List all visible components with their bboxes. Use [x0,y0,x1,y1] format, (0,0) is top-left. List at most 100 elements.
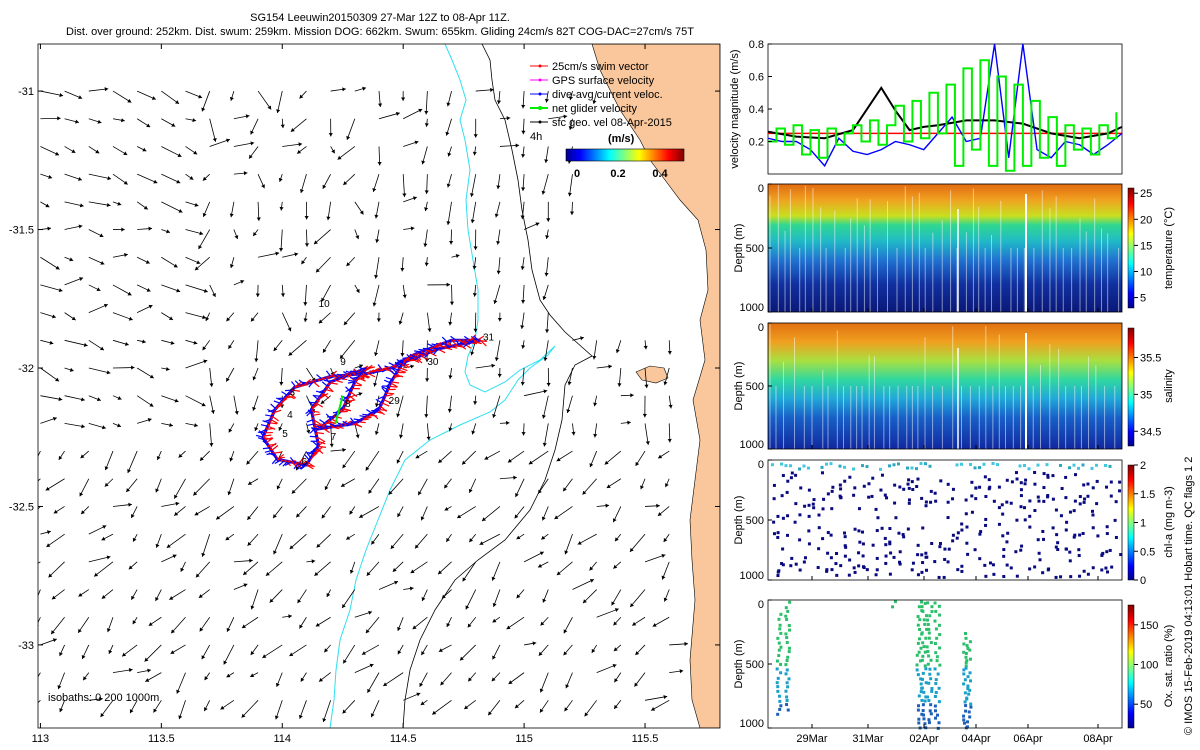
geo-velocity-arrowhead [438,570,443,575]
geo-velocity-arrowhead [627,420,631,425]
geo-velocity-arrowhead [128,502,132,507]
dive-current-vector [355,372,363,375]
swim-vector [339,420,348,427]
geo-velocity-arrowhead [446,183,451,188]
geo-velocity-arrowhead [651,707,656,711]
geo-velocity-arrowhead [273,514,277,519]
geo-velocity-arrowhead [132,537,137,542]
geo-velocity-arrowhead [541,535,546,540]
chl-point [811,502,815,506]
geo-velocity-arrowhead [201,655,206,660]
geo-velocity-arrowhead [377,161,382,166]
geo-velocity-arrowhead [144,657,149,662]
geo-velocity-arrowhead [142,339,146,344]
oxygen-point [966,687,970,691]
geo-velocity-arrowhead [38,460,39,461]
oxygen-point [779,671,783,675]
dive-current-vector [349,376,357,381]
oxygen-point [917,721,921,725]
geo-velocity-arrowhead [424,207,429,212]
geo-velocity-arrowhead [611,601,616,606]
dive-current-vector [316,425,324,429]
dive-current-vector [396,358,404,364]
dive-current-vector [308,450,316,455]
oxygen-point [777,648,781,652]
geo-velocity-arrowhead [178,208,183,213]
geo-velocity-arrow [342,644,356,664]
geo-velocity-arrow [40,367,60,382]
oxygen-point [966,720,970,724]
chl-point [885,496,889,500]
geo-velocity-arrow [273,533,283,555]
geo-velocity-arrow [38,478,41,482]
geo-velocity-arrow [577,533,597,545]
geo-velocity-arrowhead [279,206,284,211]
geo-velocity-arrow [201,90,211,112]
swim-vector [277,399,285,407]
geo-velocity-arrowhead [95,149,100,154]
geo-velocity-arrowhead [148,622,153,626]
track-day-label: 31 [483,332,495,343]
chl-point [1082,569,1086,573]
geo-velocity-arrowhead [359,514,364,518]
oxygen-point [785,695,789,699]
chl-point [956,531,960,535]
track-swim-dashes [261,339,481,467]
oxygen-point [785,703,789,707]
swim-vector [282,394,289,402]
geo-velocity-arrowhead [630,603,634,608]
geo-velocity-arrowhead [469,193,475,197]
geo-velocity-arrowhead [496,100,502,105]
swim-vector [390,382,398,388]
swim-vector [451,339,458,347]
geo-velocity-arrow [365,616,380,634]
oxygen-point [968,671,972,675]
geo-velocity-arrowhead [542,442,547,447]
chl-point [812,506,816,510]
chl-point [973,466,977,470]
geo-velocity-arrowhead [565,684,570,689]
geo-velocity-arrowhead [81,510,85,515]
chl-point [1068,466,1071,470]
geo-velocity-arrowhead [546,382,551,387]
geo-velocity-arrowhead [374,214,379,219]
geo-velocity-arrowhead [122,652,127,657]
chl-point [1024,478,1028,482]
geo-velocity-arrowhead [582,490,587,495]
geo-velocity-arrow [46,533,65,548]
geo-velocity-arrowhead [492,413,497,418]
geo-velocity-arrowhead [269,598,274,603]
chl-point [888,540,892,544]
geo-velocity-arrowhead [151,96,156,100]
geo-velocity-arrow [161,90,180,105]
geo-velocity-arrowhead [473,401,478,405]
geo-velocity-arrowhead [49,340,54,345]
geo-velocity-arrowhead [358,392,363,397]
oxygen-point [787,624,791,628]
geo-velocity-arrowhead [78,95,83,100]
geo-velocity-arrowhead [564,550,569,555]
geo-velocity-arrowhead [71,316,76,321]
dive-current-vector [258,430,264,437]
geo-velocity-arrowhead [101,594,106,599]
geo-velocity-arrowhead [321,514,326,519]
geo-velocity-arrowhead [205,316,210,321]
chl-point [772,532,776,536]
swim-vector [307,462,315,468]
chl-point [916,543,920,547]
geo-velocity-arrowhead [291,489,296,494]
geo-velocity-arrowhead [346,135,351,140]
chl-point [830,568,834,572]
oxygen-point [929,658,933,662]
chl-point [1095,502,1099,506]
geo-velocity-arrowhead [203,288,208,293]
chl-point [1082,483,1086,487]
geo-velocity-arrow [383,672,404,687]
geo-velocity-arrowhead [479,541,484,545]
geo-velocity-arrowhead [254,427,259,431]
geo-velocity-arrowhead [444,506,449,511]
geo-velocity-arrowhead [288,351,293,356]
oxygen-point [923,601,927,605]
geo-velocity-arrowhead [104,482,109,487]
